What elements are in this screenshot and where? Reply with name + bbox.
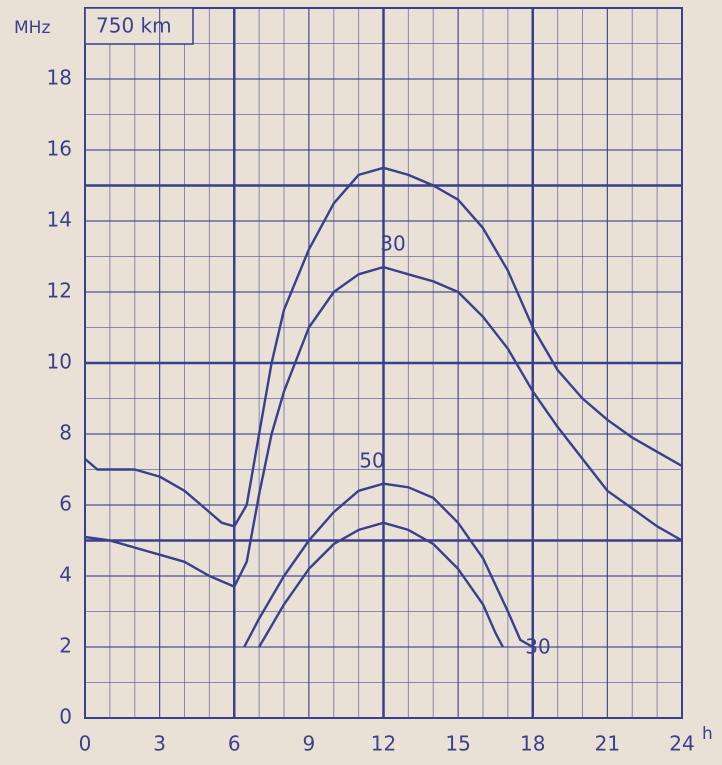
series-line: [258, 521, 504, 648]
y-tick-label: 10: [47, 350, 72, 374]
x-tick-label: 9: [303, 732, 316, 756]
x-tick-label: 18: [520, 732, 545, 756]
y-tick-label: 12: [47, 279, 72, 303]
annotation: 50: [359, 449, 384, 473]
y-tick-label: 0: [59, 705, 72, 729]
x-tick-label: 0: [79, 732, 92, 756]
x-tick-label: 6: [228, 732, 241, 756]
x-tick-label: 15: [445, 732, 470, 756]
y-tick-label: 2: [59, 634, 72, 658]
title-box: [84, 7, 194, 45]
series-line: [84, 166, 683, 528]
annotation: 30: [525, 635, 550, 659]
series-line: [84, 265, 683, 588]
x-axis-label: h: [702, 724, 713, 744]
y-tick-label: 8: [59, 421, 72, 445]
y-axis-label: MHz: [14, 18, 50, 38]
x-tick-label: 12: [371, 732, 396, 756]
y-tick-label: 16: [47, 137, 72, 161]
y-tick-label: 14: [47, 208, 72, 232]
x-tick-label: 24: [669, 732, 694, 756]
y-tick-label: 6: [59, 492, 72, 516]
y-tick-label: 4: [59, 563, 72, 587]
x-tick-label: 21: [595, 732, 620, 756]
annotation: 30: [380, 232, 405, 256]
series-line: [243, 482, 534, 649]
y-tick-label: 18: [47, 66, 72, 90]
chart-title: 750 km: [96, 14, 172, 38]
x-tick-label: 3: [153, 732, 166, 756]
